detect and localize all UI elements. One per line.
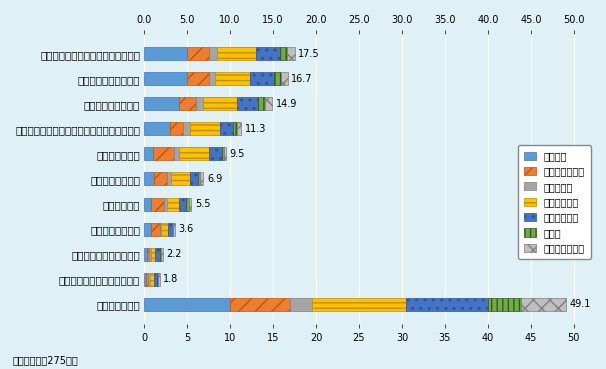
Bar	[150, 273, 155, 286]
Bar	[222, 147, 224, 161]
Text: 17.5: 17.5	[298, 49, 319, 59]
Bar	[159, 223, 161, 235]
Text: 9.5: 9.5	[229, 149, 245, 159]
Bar	[164, 197, 167, 211]
Bar	[237, 123, 241, 135]
Bar	[144, 298, 230, 311]
Bar	[488, 298, 521, 311]
Text: 5.5: 5.5	[195, 199, 210, 209]
Text: 1.8: 1.8	[163, 274, 178, 284]
Bar	[149, 248, 151, 261]
Bar	[144, 47, 187, 60]
Bar	[144, 172, 155, 186]
Bar	[168, 223, 173, 235]
Bar	[183, 123, 190, 135]
Bar	[198, 172, 200, 186]
Bar	[280, 47, 287, 60]
Text: 11.3: 11.3	[245, 124, 266, 134]
Bar	[167, 197, 179, 211]
Bar	[187, 47, 208, 60]
Text: 6.9: 6.9	[207, 174, 222, 184]
Bar	[224, 147, 226, 161]
Bar	[200, 172, 204, 186]
Bar	[146, 273, 148, 286]
Bar	[256, 47, 280, 60]
Bar	[220, 123, 233, 135]
Bar	[179, 147, 208, 161]
Bar	[144, 273, 146, 286]
Bar	[208, 47, 217, 60]
Text: 14.9: 14.9	[276, 99, 297, 109]
Bar	[144, 248, 147, 261]
Bar	[179, 97, 196, 110]
Bar	[274, 72, 281, 85]
Bar	[208, 72, 216, 85]
Bar	[167, 172, 171, 186]
Bar	[171, 172, 190, 186]
Bar	[233, 123, 237, 135]
Bar	[311, 298, 406, 311]
Bar	[186, 197, 189, 211]
Bar	[148, 273, 150, 286]
Bar	[187, 72, 208, 85]
Bar	[175, 147, 179, 161]
Bar	[237, 97, 258, 110]
Bar	[161, 223, 168, 235]
Bar	[179, 197, 186, 211]
Bar	[189, 197, 191, 211]
Bar	[144, 123, 170, 135]
Bar	[287, 47, 295, 60]
Bar	[258, 97, 265, 110]
Bar	[153, 147, 175, 161]
Bar	[265, 97, 272, 110]
Bar	[155, 248, 159, 261]
Bar	[158, 273, 159, 286]
Bar	[217, 47, 256, 60]
Bar	[208, 147, 222, 161]
Bar	[173, 223, 175, 235]
Bar	[144, 223, 151, 235]
Text: 49.1: 49.1	[570, 299, 591, 309]
Bar	[159, 248, 161, 261]
Bar	[147, 248, 149, 261]
Bar	[161, 248, 163, 261]
Bar	[196, 97, 202, 110]
Text: 2.2: 2.2	[167, 249, 182, 259]
Bar	[230, 298, 290, 311]
Bar	[190, 123, 220, 135]
Bar	[144, 72, 187, 85]
Bar	[202, 97, 237, 110]
Bar	[157, 273, 158, 286]
Bar	[144, 197, 151, 211]
Bar	[151, 197, 164, 211]
Bar	[250, 72, 274, 85]
Bar	[144, 97, 179, 110]
Bar	[521, 298, 566, 311]
Bar	[406, 298, 488, 311]
Text: （有効回答：275社）: （有効回答：275社）	[12, 355, 78, 365]
Legend: 電気機器, 鉄・非鉄・金属, 化学・医薬, その他製造業, 卸売・小売業, 建設業, その他非製造業: 電気機器, 鉄・非鉄・金属, 化学・医薬, その他製造業, 卸売・小売業, 建設…	[518, 145, 591, 259]
Bar	[190, 172, 198, 186]
Bar	[290, 298, 311, 311]
Bar	[170, 123, 183, 135]
Bar	[155, 273, 157, 286]
Bar	[144, 147, 153, 161]
Bar	[281, 72, 288, 85]
Bar	[151, 248, 155, 261]
Text: 16.7: 16.7	[291, 74, 313, 84]
Bar	[155, 172, 167, 186]
Bar	[216, 72, 250, 85]
Text: 3.6: 3.6	[179, 224, 194, 234]
Bar	[151, 223, 159, 235]
